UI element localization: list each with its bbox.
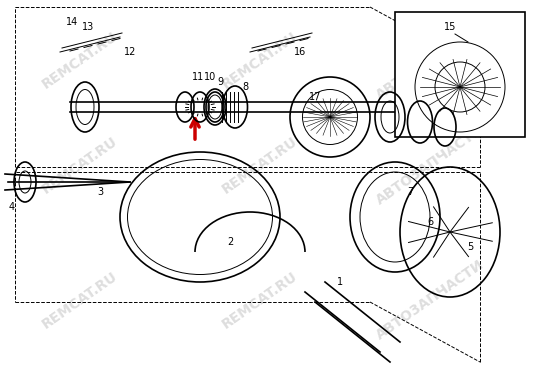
Text: 10: 10: [204, 72, 216, 82]
Text: АВТО3АПЧАСТИ: АВТО3АПЧАСТИ: [373, 122, 486, 207]
Text: REMCAT.RU: REMCAT.RU: [219, 269, 300, 331]
Text: 8: 8: [242, 82, 248, 92]
Text: 1: 1: [337, 277, 343, 287]
Text: REMCAT.RU: REMCAT.RU: [219, 134, 300, 196]
Text: REMCAT.RU: REMCAT.RU: [40, 134, 120, 196]
Bar: [395, 12, 525, 137]
Text: REMCAT.RU: REMCAT.RU: [40, 29, 120, 91]
Text: 11: 11: [192, 72, 204, 82]
Text: 9: 9: [217, 77, 223, 87]
Text: REMCAT.RU: REMCAT.RU: [219, 29, 300, 91]
Text: 2: 2: [227, 237, 233, 247]
Text: 3: 3: [97, 187, 103, 197]
Text: 16: 16: [294, 47, 306, 57]
Text: 17: 17: [309, 92, 321, 102]
Text: 6: 6: [427, 217, 433, 227]
Text: REMCAT.RU: REMCAT.RU: [40, 269, 120, 331]
Text: 7: 7: [407, 187, 413, 197]
Text: 13: 13: [82, 22, 94, 32]
Text: АВТО3АПЧАСТИ: АВТО3АПЧАСТИ: [373, 258, 486, 343]
Text: 15: 15: [444, 22, 456, 32]
Text: 4: 4: [9, 202, 15, 212]
Text: 5: 5: [467, 242, 473, 252]
Text: АВТО3АПЧАСТИ: АВТО3АПЧАСТИ: [373, 18, 486, 103]
Text: 14: 14: [66, 17, 78, 27]
Text: 12: 12: [124, 47, 136, 57]
